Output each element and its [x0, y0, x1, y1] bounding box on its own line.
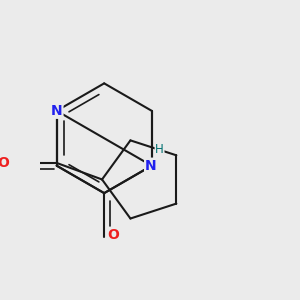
Text: H: H — [155, 143, 164, 157]
Text: N: N — [51, 104, 62, 118]
Text: O: O — [0, 156, 10, 170]
Text: N: N — [145, 159, 157, 173]
Text: O: O — [108, 228, 119, 242]
